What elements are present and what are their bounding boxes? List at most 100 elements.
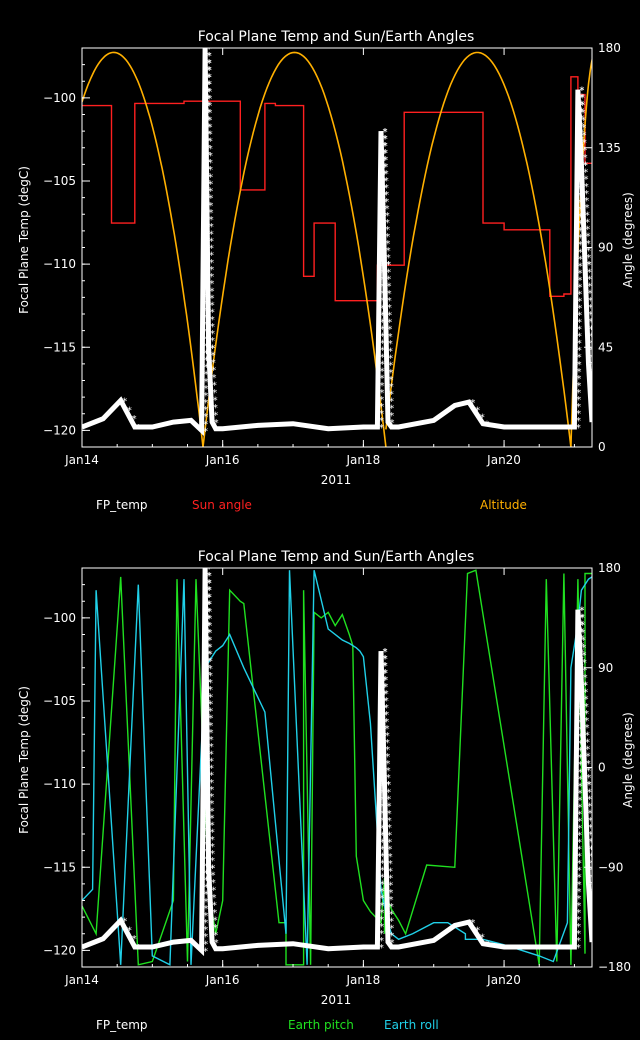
fp-temp-point: * [204, 904, 209, 915]
fp-temp-point: * [384, 717, 389, 728]
fp-temp-point: * [587, 802, 592, 813]
fp-temp-point: * [385, 759, 390, 770]
fp-temp-point: * [384, 710, 389, 721]
fp-temp-point: * [577, 802, 582, 813]
fp-temp-point: * [206, 628, 211, 639]
fp-temp-point: * [205, 179, 210, 190]
fp-temp-point: * [122, 917, 127, 928]
fp-temp-point: * [204, 876, 209, 887]
fp-temp-point: * [389, 397, 394, 408]
fp-temp-point: * [381, 240, 386, 251]
fp-temp-point: * [385, 745, 390, 756]
fp-temp-point: * [584, 702, 589, 713]
fp-temp-point: * [205, 734, 210, 745]
fp-temp-point: * [383, 647, 388, 658]
fp-temp-point: * [579, 93, 584, 104]
fp-temp-point: * [381, 788, 386, 799]
fp-temp-point: * [385, 738, 390, 749]
fp-temp-point: * [584, 182, 589, 193]
fp-temp-point: * [382, 704, 387, 715]
fp-temp-point: * [206, 87, 211, 98]
fp-temp-point: * [579, 170, 584, 181]
fp-temp-point: * [205, 706, 210, 717]
fp-temp-point: * [204, 370, 209, 381]
fp-temp-point: * [387, 823, 392, 834]
fp-temp-point: * [384, 169, 389, 180]
fp-temp-point: * [576, 901, 581, 912]
fp-temp-point: * [203, 932, 208, 943]
fp-temp-point: * [382, 148, 387, 159]
fp-temp-point: * [381, 247, 386, 258]
chart-top-legend-altitude: Altitude [480, 498, 527, 512]
sun-angle-line [82, 76, 592, 302]
fp-temp-point: * [211, 871, 216, 882]
fp-temp-point: * [385, 239, 390, 250]
fp-temp-point: * [379, 395, 384, 406]
fp-temp-point: * [582, 650, 587, 661]
fp-temp-point: * [382, 198, 387, 209]
fp-temp-point: * [207, 571, 212, 582]
fp-temp-point: * [485, 420, 490, 431]
fp-temp-point: * [209, 208, 214, 219]
fp-temp-point: * [204, 356, 209, 367]
fp-temp-point: * [210, 828, 215, 839]
fp-temp-point: * [208, 201, 213, 212]
fp-temp-point: * [381, 802, 386, 813]
fp-temp-point: * [206, 656, 211, 667]
fp-temp-point: * [576, 409, 581, 420]
fp-temp-point: * [387, 296, 392, 307]
fp-temp-point: * [578, 774, 583, 785]
fp-temp-point: * [208, 165, 213, 176]
fp-temp-point: * [205, 271, 210, 282]
fp-temp-point: * [379, 943, 384, 954]
fp-temp-point: * [207, 571, 212, 582]
fp-temp-point: * [388, 332, 393, 343]
fp-temp-point: * [205, 200, 210, 211]
fp-temp-point: * [577, 817, 582, 828]
fp-temp-point: * [578, 718, 583, 729]
fp-temp-point: * [588, 289, 593, 300]
fp-temp-point: * [387, 318, 392, 329]
fp-temp-point: * [205, 713, 210, 724]
fp-temp-point: * [208, 642, 213, 653]
fp-temp-point: * [386, 795, 391, 806]
fp-temp-point: * [390, 938, 395, 949]
fp-temp-point: * [380, 374, 385, 385]
fp-temp-point: * [210, 336, 215, 347]
fp-temp-point: * [381, 275, 386, 286]
fp-temp-point: * [206, 684, 211, 695]
fp-temp-point: * [382, 732, 387, 743]
fp-temp-point: * [578, 746, 583, 757]
fp-temp-point: * [379, 423, 384, 434]
fp-temp-point: * [388, 339, 393, 350]
fp-temp-point: * [585, 217, 590, 228]
fp-temp-point: * [576, 423, 581, 434]
fp-temp-point: * [577, 831, 582, 842]
fp-temp-point: * [203, 398, 208, 409]
fp-temp-point: * [132, 414, 137, 425]
fp-temp-point: * [383, 647, 388, 658]
fp-temp-point: * [213, 396, 218, 407]
fp-temp-point: * [578, 226, 583, 237]
fp-temp-point: * [210, 856, 215, 867]
fp-temp-point: * [380, 880, 385, 891]
fp-temp-point: * [380, 866, 385, 877]
fp-temp-point: * [579, 86, 584, 97]
fp-temp-point: * [205, 193, 210, 204]
fp-temp-point: * [213, 916, 218, 927]
fp-temp-point: * [204, 890, 209, 901]
fp-temp-point: * [209, 265, 214, 276]
fp-temp-point: * [380, 332, 385, 343]
fp-temp-point: * [579, 634, 584, 645]
fp-temp-point: * [206, 635, 211, 646]
fp-temp-point: * [579, 156, 584, 167]
fp-temp-point: * [583, 680, 588, 691]
fp-temp-point: * [380, 894, 385, 905]
y-tick-label: −110 [43, 257, 76, 271]
fp-temp-point: * [586, 246, 591, 257]
fp-temp-point: * [581, 636, 586, 647]
fp-temp-point: * [594, 938, 599, 949]
fp-temp-point: * [588, 816, 593, 827]
chart-top-xlabel: 2011 [321, 473, 352, 487]
x-tick-label: Jan14 [64, 973, 99, 987]
